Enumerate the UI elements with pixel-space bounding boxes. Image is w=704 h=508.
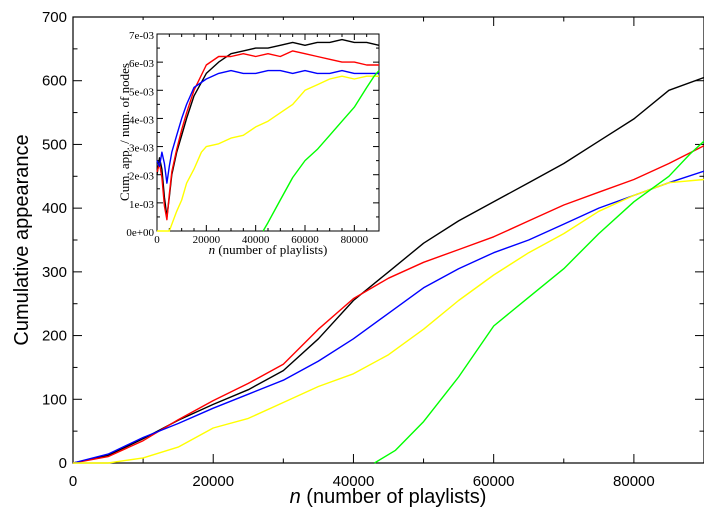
main-y-tick-label: 400 (42, 200, 67, 217)
inset-x-tick-label: 60000 (291, 234, 319, 246)
main-ticks: 0 20000 40000 60000 80000 0 100 200 300 400 500 600… (42, 9, 704, 490)
main-x-tick-label: 40000 (333, 473, 375, 490)
inset-y-tick-label: 2e-03 (129, 171, 155, 183)
inset-x-tick-label: 80000 (341, 234, 369, 246)
inset-y-tick-label: 3e-03 (129, 143, 155, 155)
main-series-line-5 (374, 140, 704, 464)
main-x-axis-label: (number of playlists) (301, 486, 487, 508)
inset-y-tick-label: 0e+00 (126, 227, 154, 239)
inset-plot-frame (156, 33, 380, 232)
main-series-line-2 (72, 145, 704, 464)
inset-series-line-5 (262, 70, 380, 232)
main-y-tick-label: 700 (42, 9, 67, 26)
inset-x-axis-label: (number of playlists) (215, 242, 327, 257)
inset-series-line-3 (156, 69, 379, 184)
inset-x-tick-label: 40000 (242, 234, 270, 246)
inset-y-tick-label: 7e-03 (129, 30, 155, 42)
main-x-tick-label: 60000 (473, 473, 515, 490)
main-x-tick-label: 20000 (192, 473, 234, 490)
inset-y-tick-label: 4e-03 (129, 114, 155, 126)
main-x-axis-title: n (number of playlists) (290, 486, 487, 508)
main-y-tick-label: 600 (42, 73, 67, 90)
inset-series (156, 38, 380, 232)
main-y-tick-label: 0 (59, 455, 67, 472)
inset-chart: 0 20000 40000 60000 80000 0e+00 1e-03 2e-03 3e-0… (116, 20, 386, 260)
main-y-axis-title: Cumulative appearance (11, 134, 33, 345)
inset-x-tick-label: 0 (154, 234, 160, 246)
inset-x-tick-label: 20000 (193, 234, 221, 246)
main-x-tick-label: 80000 (613, 473, 655, 490)
main-series-line-3 (72, 170, 704, 464)
main-x-tick-label: 0 (69, 473, 77, 490)
main-y-tick-label: 100 (42, 391, 67, 408)
inset-x-axis-variable: n (209, 242, 216, 257)
inset-y-axis-title: Cum. app. / num. of nodes (117, 63, 132, 201)
inset-y-tick-label: 1e-03 (129, 199, 155, 211)
main-series (72, 76, 704, 464)
inset-x-axis-title: n (number of playlists) (209, 242, 328, 257)
main-y-tick-label: 300 (42, 264, 67, 281)
inset-series-line-4 (157, 75, 379, 232)
inset-y-tick-label: 6e-03 (129, 58, 155, 70)
inset-y-tick-label: 5e-03 (129, 86, 155, 98)
inset-series-line-2 (156, 50, 379, 221)
main-y-tick-label: 500 (42, 136, 67, 153)
main-x-axis-variable: n (290, 486, 301, 508)
main-series-line-4 (73, 178, 704, 464)
main-y-tick-label: 200 (42, 328, 67, 345)
